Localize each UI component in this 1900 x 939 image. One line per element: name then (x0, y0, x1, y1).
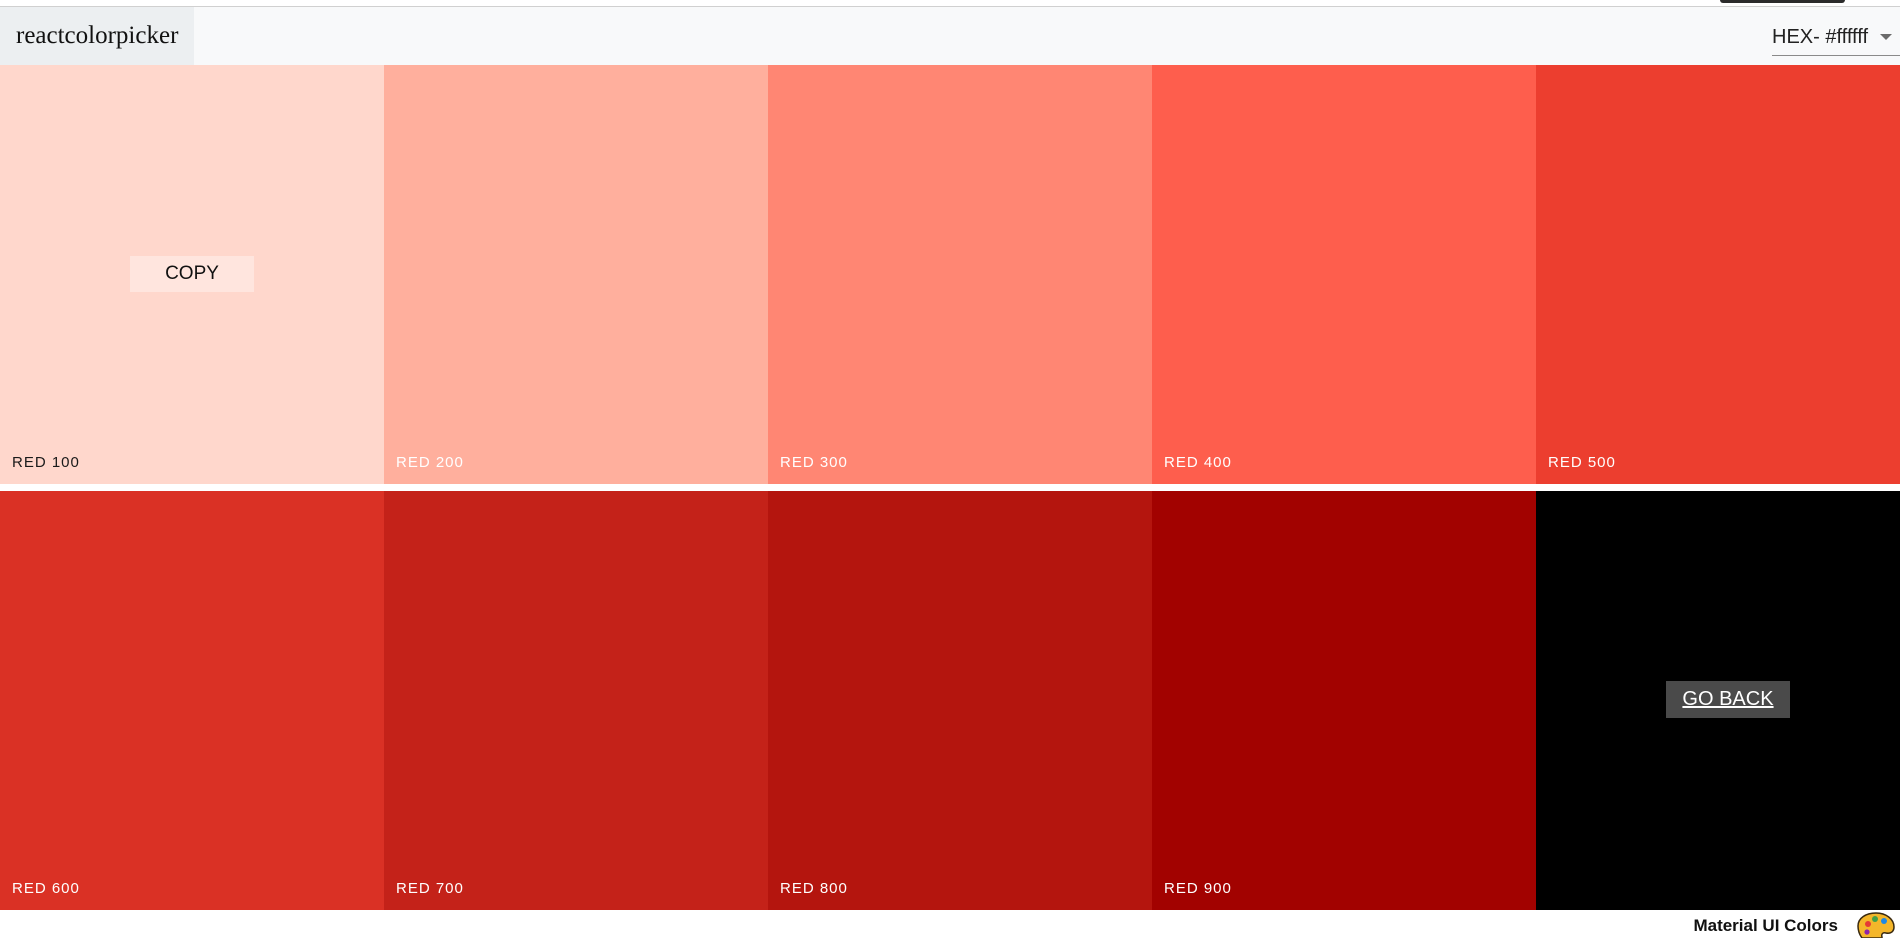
color-name: red 600 (12, 880, 80, 897)
palette-row: red 600 red 700 red 800 red 900 GO BACK (0, 491, 1900, 910)
color-name: red 800 (780, 880, 848, 897)
palette-row: COPY red 100 red 200 red 300 red 400 red… (0, 65, 1900, 484)
color-box-red-300[interactable]: red 300 (768, 65, 1152, 484)
color-box-red-600[interactable]: red 600 (0, 491, 384, 910)
color-palette: COPY red 100 red 200 red 300 red 400 red… (0, 65, 1900, 910)
color-name: red 900 (1164, 880, 1232, 897)
chevron-down-icon (1880, 34, 1892, 40)
palette-icon (1857, 912, 1895, 938)
color-box-red-700[interactable]: red 700 (384, 491, 768, 910)
color-box-red-400[interactable]: red 400 (1152, 65, 1536, 484)
color-name: red 100 (12, 454, 80, 471)
logo[interactable]: reactcolorpicker (0, 7, 195, 65)
go-back-button[interactable]: GO BACK (1666, 681, 1790, 718)
color-name: red 200 (396, 454, 464, 471)
color-name: red 700 (396, 880, 464, 897)
go-back-box: GO BACK (1536, 491, 1900, 910)
footer-text: Material UI Colors (1693, 916, 1838, 935)
color-box-red-100[interactable]: COPY red 100 (0, 65, 384, 484)
color-box-red-900[interactable]: red 900 (1152, 491, 1536, 910)
format-select-value: HEX- #ffffff (1772, 25, 1868, 48)
color-name: red 500 (1548, 454, 1616, 471)
navbar: reactcolorpicker HEX- #ffffff (0, 7, 1900, 65)
color-box-red-500[interactable]: red 500 (1536, 65, 1900, 484)
color-name: red 400 (1164, 454, 1232, 471)
scroll-indicator (1720, 0, 1845, 3)
format-select[interactable]: HEX- #ffffff (1772, 19, 1900, 56)
copy-button[interactable]: COPY (130, 256, 254, 292)
footer: Material UI Colors (0, 910, 1900, 939)
color-box-red-200[interactable]: red 200 (384, 65, 768, 484)
color-box-red-800[interactable]: red 800 (768, 491, 1152, 910)
browser-top-edge (0, 0, 1900, 7)
color-name: red 300 (780, 454, 848, 471)
